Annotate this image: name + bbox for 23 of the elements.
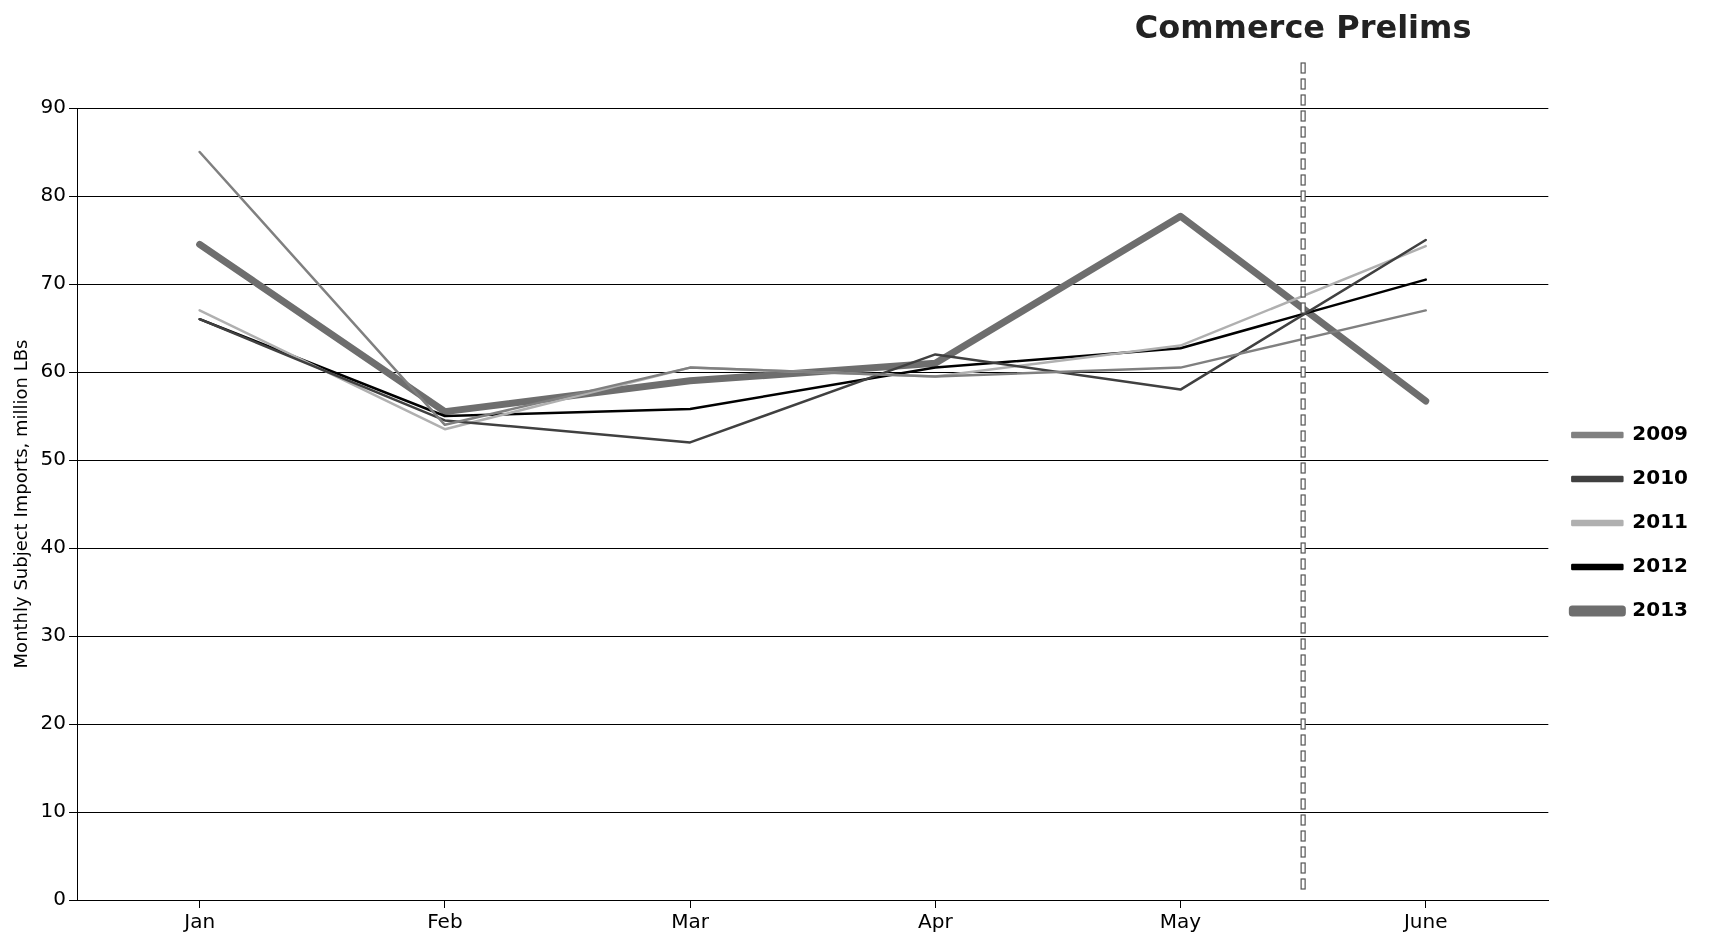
y-axis-title: Monthly Subject Imports, million LBs xyxy=(10,339,32,669)
x-tick-label: Apr xyxy=(918,909,954,934)
y-tick-label: 80 xyxy=(40,182,67,207)
y-tick-label: 10 xyxy=(40,798,67,823)
x-tick-label: Mar xyxy=(671,909,710,934)
y-tick-label: 20 xyxy=(40,710,67,735)
y-tick-label: 50 xyxy=(40,446,67,471)
x-tick-label: June xyxy=(1401,909,1448,934)
y-tick-label: 90 xyxy=(40,94,67,119)
y-tick-label: 60 xyxy=(40,358,67,383)
y-tick-label: 40 xyxy=(40,534,67,559)
legend-label: 2011 xyxy=(1632,509,1689,534)
legend-label: 2012 xyxy=(1632,553,1689,578)
y-tick-label: 0 xyxy=(53,886,67,911)
legend-label: 2010 xyxy=(1632,465,1689,490)
legend-label: 2009 xyxy=(1632,421,1689,446)
x-tick-label: Jan xyxy=(182,909,216,934)
y-tick-label: 70 xyxy=(40,270,67,295)
x-tick-label: Feb xyxy=(427,909,463,934)
legend-label: 2013 xyxy=(1632,597,1689,622)
text: Commerce Prelims xyxy=(1133,8,1473,46)
y-tick-label: 30 xyxy=(40,622,67,647)
x-tick-label: May xyxy=(1159,909,1202,934)
